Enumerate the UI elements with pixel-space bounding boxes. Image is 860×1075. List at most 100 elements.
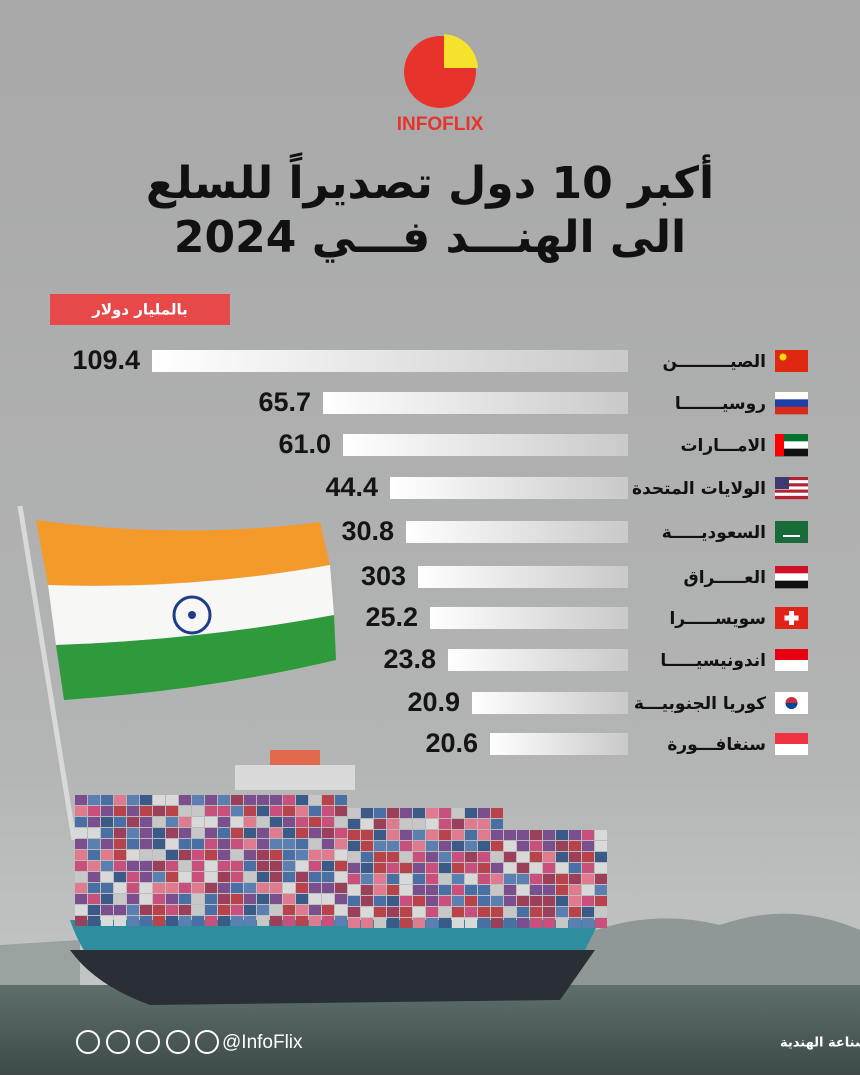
container [569, 863, 581, 873]
container [257, 850, 269, 860]
container [543, 896, 555, 906]
container [296, 839, 308, 849]
container [400, 808, 412, 818]
container [75, 850, 87, 860]
container [361, 830, 373, 840]
container [166, 806, 178, 816]
container [296, 861, 308, 871]
container [179, 806, 191, 816]
container [218, 795, 230, 805]
container [140, 872, 152, 882]
container [231, 817, 243, 827]
container [361, 874, 373, 884]
container [400, 907, 412, 917]
flag [775, 399, 808, 407]
container [283, 850, 295, 860]
container [452, 808, 464, 818]
container [75, 839, 87, 849]
container [348, 907, 360, 917]
container [491, 808, 503, 818]
container [582, 863, 594, 873]
container [75, 795, 87, 805]
container [556, 907, 568, 917]
flag [783, 535, 800, 537]
container [478, 885, 490, 895]
container [283, 883, 295, 893]
container [88, 817, 100, 827]
container [114, 916, 126, 926]
container [231, 861, 243, 871]
container [231, 839, 243, 849]
container [218, 861, 230, 871]
container [491, 841, 503, 851]
flag [784, 615, 799, 621]
container [270, 916, 282, 926]
flag [775, 566, 808, 574]
container [140, 828, 152, 838]
container [569, 885, 581, 895]
container [361, 885, 373, 895]
container [582, 918, 594, 928]
container [491, 852, 503, 862]
container [296, 817, 308, 827]
container [166, 828, 178, 838]
container [556, 841, 568, 851]
container [322, 795, 334, 805]
container [400, 852, 412, 862]
logo [404, 34, 478, 108]
container [218, 883, 230, 893]
container [166, 883, 178, 893]
container [439, 841, 451, 851]
container [335, 795, 347, 805]
container [439, 918, 451, 928]
bar [390, 477, 628, 499]
container [309, 839, 321, 849]
container [231, 905, 243, 915]
container [114, 894, 126, 904]
container [114, 872, 126, 882]
container [127, 861, 139, 871]
container [400, 830, 412, 840]
container [413, 918, 425, 928]
container [348, 830, 360, 840]
container [335, 894, 347, 904]
container [361, 896, 373, 906]
container [556, 885, 568, 895]
flag [775, 573, 808, 581]
container [88, 872, 100, 882]
container [75, 916, 87, 926]
container [452, 896, 464, 906]
container [283, 916, 295, 926]
container [543, 852, 555, 862]
container [75, 905, 87, 915]
container [348, 841, 360, 851]
container [283, 806, 295, 816]
container [205, 817, 217, 827]
container [192, 850, 204, 860]
container [361, 918, 373, 928]
container [348, 918, 360, 928]
container [556, 863, 568, 873]
container [270, 828, 282, 838]
container [140, 817, 152, 827]
container [88, 894, 100, 904]
flag [775, 480, 808, 484]
container [335, 872, 347, 882]
container [426, 885, 438, 895]
country: كوريا الجنوبيـــة [634, 694, 766, 714]
container [335, 806, 347, 816]
value: 20.6 [425, 728, 478, 758]
container [231, 795, 243, 805]
value: 61.0 [278, 429, 331, 459]
container [465, 907, 477, 917]
container [465, 863, 477, 873]
container [309, 905, 321, 915]
container [530, 907, 542, 917]
container [569, 852, 581, 862]
container [478, 819, 490, 829]
container [205, 795, 217, 805]
container [322, 905, 334, 915]
flag [779, 353, 787, 361]
container [595, 852, 607, 862]
container [374, 852, 386, 862]
